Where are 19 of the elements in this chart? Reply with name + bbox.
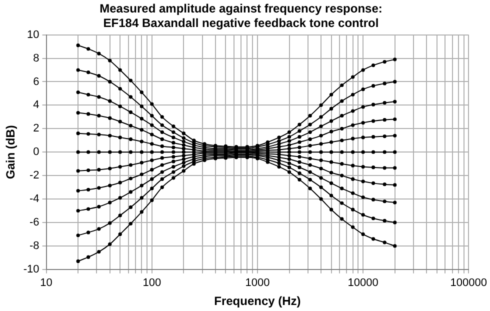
y-tick-label: -2 <box>30 170 40 182</box>
y-tick-label: -10 <box>23 263 40 276</box>
y-tick-label: 2 <box>33 122 40 135</box>
y-tick-label: 8 <box>33 52 40 64</box>
x-tick-label: 10000 <box>348 277 378 290</box>
x-tick-label: 100 <box>142 277 162 290</box>
y-tick-label: -6 <box>30 216 40 229</box>
y-tick-label: 0 <box>33 146 40 158</box>
y-axis-title: Gain (dB) <box>4 125 18 180</box>
x-tick-label: 1000 <box>245 277 270 290</box>
x-tick-label: 100000 <box>450 277 488 290</box>
y-tick-label: 4 <box>33 99 40 112</box>
x-axis-title: Frequency (Hz) <box>214 294 301 308</box>
text: EF184 Baxandall negative feedback tone control <box>103 16 379 30</box>
text: Measured amplitude against frequency response: <box>100 2 382 16</box>
y-tick-label: 6 <box>33 76 40 88</box>
y-tick-label: -8 <box>30 240 40 252</box>
y-tick-label: 10 <box>27 28 40 41</box>
y-tick-label: -4 <box>30 193 40 206</box>
